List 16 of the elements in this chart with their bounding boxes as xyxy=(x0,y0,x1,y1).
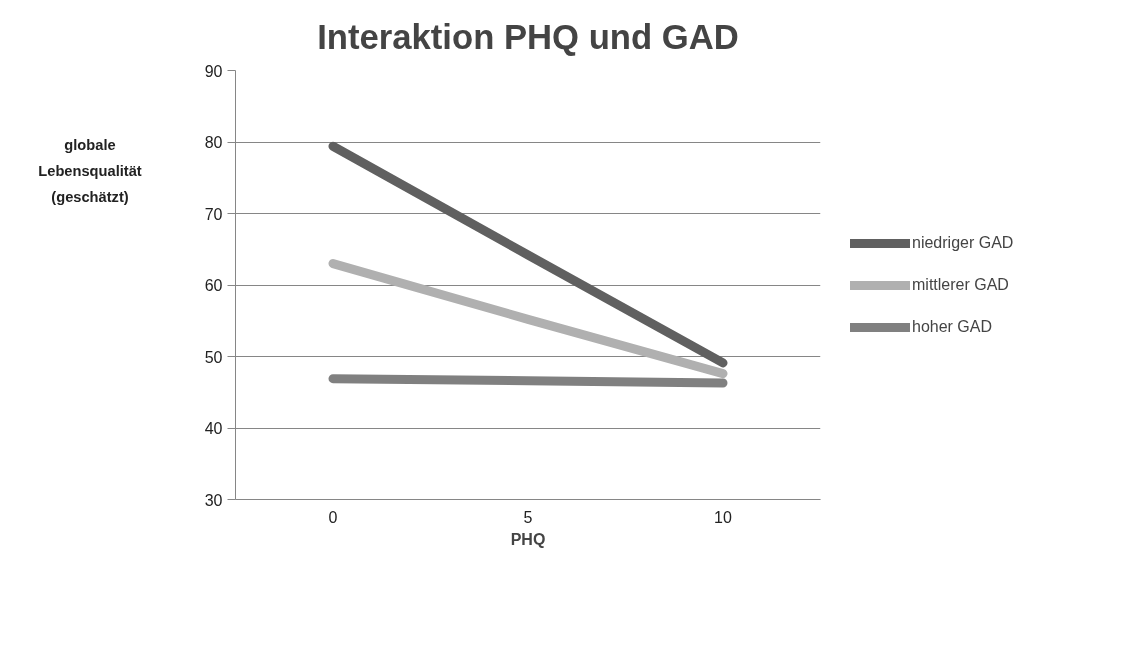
x-axis-title: PHQ xyxy=(510,530,546,548)
x-tick-label: 5 xyxy=(523,508,533,526)
y-tick-label: 60 xyxy=(204,277,223,294)
y-tick-label: 70 xyxy=(204,205,223,223)
y-tick-label: 90 xyxy=(204,62,223,80)
y-axis-title: globale Lebensqualität (geschätzt) xyxy=(38,136,142,207)
chart-title: Interaktion PHQ und GAD xyxy=(317,17,739,56)
legend-label: niedriger GAD xyxy=(912,233,1014,252)
y-tick-label: 50 xyxy=(204,348,223,366)
y-tick-label: 30 xyxy=(204,491,223,509)
x-tick-label: 0 xyxy=(328,508,338,526)
x-tick-label: 10 xyxy=(714,508,732,526)
legend-label: hoher GAD xyxy=(912,317,993,336)
y-tick-label: 80 xyxy=(204,134,223,151)
y-tick-label: 40 xyxy=(204,420,223,437)
legend-label: mittlerer GAD xyxy=(912,275,1009,294)
